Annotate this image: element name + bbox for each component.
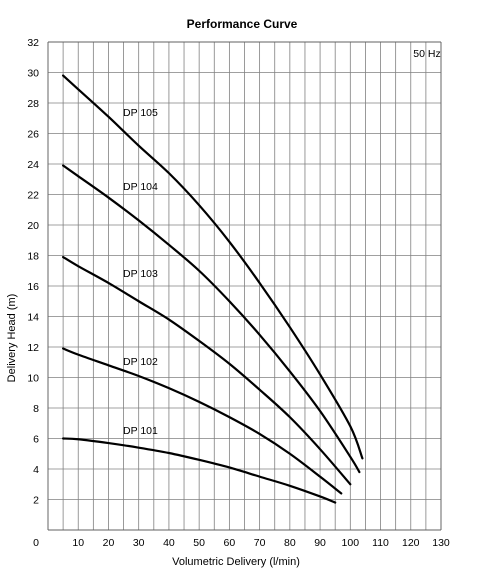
x-tick-label: 80	[284, 537, 296, 549]
y-tick-label: 24	[27, 159, 39, 171]
x-tick-label: 0	[33, 537, 39, 549]
series-line	[62, 255, 352, 486]
y-tick-label: 12	[27, 342, 39, 354]
y-tick-label: 14	[27, 312, 39, 324]
x-tick-label: 110	[372, 537, 389, 549]
x-tick-label: 70	[254, 537, 266, 549]
series-label: DP 104	[123, 181, 158, 193]
y-tick-label: 8	[33, 403, 39, 415]
y-tick-label: 18	[27, 251, 39, 263]
chart-title: Performance Curve	[187, 17, 298, 31]
x-tick-label: 100	[342, 537, 360, 549]
label-layer: DP 101 DP 102 DP 103 DP 104 DP 105	[123, 107, 158, 437]
y-tick-label: 4	[33, 464, 39, 476]
series-label: DP 105	[123, 107, 158, 119]
y-tick-label: 32	[27, 37, 39, 49]
y-tick-label: 28	[27, 98, 39, 110]
x-tick-label: 60	[224, 537, 236, 549]
series-line	[62, 74, 364, 460]
y-tick-label: 2	[33, 495, 39, 507]
series-line	[62, 437, 337, 504]
series-line	[62, 347, 343, 495]
axis-layer	[47, 41, 442, 531]
y-tick-label: 6	[33, 434, 39, 446]
series-label: DP 101	[123, 425, 158, 437]
y-tick-label: 20	[27, 220, 39, 232]
y-axis-title: Delivery Head (m)	[6, 294, 18, 383]
series-label: DP 103	[123, 268, 158, 280]
x-axis-title: Volumetric Delivery (l/min)	[172, 556, 300, 568]
x-tick-label: 20	[103, 537, 115, 549]
x-tick-label: 10	[72, 537, 84, 549]
x-tick-label: 40	[163, 537, 175, 549]
y-tick-label: 30	[27, 68, 39, 80]
x-tick-label: 50	[193, 537, 205, 549]
series-label: DP 102	[123, 356, 158, 368]
series-layer	[62, 74, 364, 504]
x-tick-label: 90	[314, 537, 326, 549]
y-tick-label: 10	[27, 373, 39, 385]
frequency-annotation: 50 Hz	[413, 48, 440, 60]
x-tick-label: 130	[432, 537, 450, 549]
grid-layer	[47, 41, 442, 531]
series-line	[62, 164, 361, 474]
y-tick-label: 26	[27, 129, 39, 141]
x-tick-label: 120	[402, 537, 420, 549]
y-tick-label: 22	[27, 190, 39, 202]
y-tick-label: 16	[27, 281, 39, 293]
x-tick-label: 30	[133, 537, 145, 549]
